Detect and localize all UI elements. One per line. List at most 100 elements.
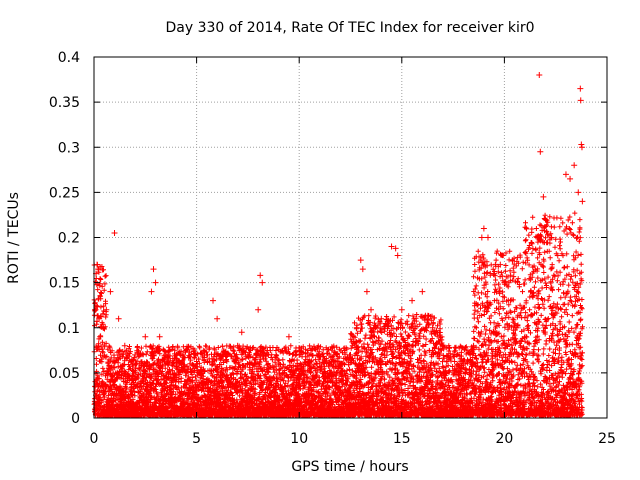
data-point	[484, 234, 491, 241]
data-point	[578, 141, 585, 148]
y-tick-label: 0.35	[49, 95, 80, 111]
data-point	[238, 329, 245, 336]
data-point	[156, 333, 163, 340]
data-point	[152, 279, 159, 286]
data-point	[353, 324, 360, 331]
data-point	[439, 342, 446, 349]
y-tick-label: 0	[71, 411, 80, 427]
x-axis-label: GPS time / hours	[291, 459, 408, 475]
data-point	[577, 97, 584, 104]
plot-frame	[93, 56, 608, 419]
data-point	[507, 297, 514, 304]
data-point	[450, 351, 457, 358]
x-tick-label: 10	[290, 431, 308, 447]
data-point	[255, 306, 262, 313]
chart-title: Day 330 of 2014, Rate Of TEC Index for r…	[165, 20, 534, 36]
data-point	[579, 198, 586, 205]
data-point	[497, 261, 504, 268]
x-tick-labels: 0 5 10 15 20 25	[90, 431, 616, 447]
data-point	[296, 351, 303, 358]
data-point	[501, 279, 508, 286]
y-tick-label: 0.1	[58, 321, 80, 337]
data-point	[480, 225, 487, 232]
data-point	[534, 234, 541, 241]
data-point	[528, 288, 535, 295]
y-tick-label: 0.25	[49, 185, 80, 201]
y-tick-label: 0.15	[49, 276, 80, 292]
data-point	[259, 279, 266, 286]
data-point	[478, 234, 485, 241]
data-point	[575, 189, 582, 196]
data-point	[275, 360, 282, 367]
data-point	[513, 324, 520, 331]
data-point	[132, 351, 139, 358]
y-tick-label: 0.3	[58, 140, 80, 156]
data-point	[359, 266, 366, 273]
y-axis-label: ROTI / TECUs	[6, 192, 22, 284]
data-point	[148, 288, 155, 295]
data-point	[409, 297, 416, 304]
data-point	[491, 270, 498, 277]
data-point	[107, 288, 114, 295]
data-point	[234, 342, 241, 349]
data-point	[94, 261, 101, 268]
y-tick-label: 0.4	[58, 50, 80, 66]
data-point	[162, 351, 169, 358]
data-point	[95, 266, 102, 273]
data-point	[173, 360, 180, 367]
x-tick-label: 15	[393, 431, 411, 447]
data-point	[96, 315, 103, 322]
data-point	[540, 193, 547, 200]
data-point	[398, 306, 405, 313]
data-point	[419, 288, 426, 295]
data-point	[100, 324, 107, 331]
data-point	[548, 234, 555, 241]
data-point	[357, 257, 364, 264]
data-point	[257, 272, 264, 279]
data-point	[210, 297, 217, 304]
data-point	[326, 369, 333, 376]
data-point	[470, 342, 477, 349]
data-point	[306, 360, 313, 367]
roti-sample-cloud	[91, 210, 585, 418]
y-tick-labels: 0 0.05 0.1 0.15 0.2 0.25 0.3 0.35 0.4	[49, 50, 80, 427]
data-point	[316, 360, 323, 367]
data-point	[571, 162, 578, 169]
x-tick-label: 5	[192, 431, 201, 447]
data-point	[567, 175, 574, 182]
data-point	[537, 148, 544, 155]
data-point	[394, 252, 401, 259]
data-point	[562, 171, 569, 178]
data-point	[285, 333, 292, 340]
x-tick-label: 0	[90, 431, 99, 447]
data-point	[103, 306, 110, 313]
data-point	[121, 342, 128, 349]
data-point	[224, 351, 231, 358]
x-tick-label: 20	[495, 431, 513, 447]
data-point	[193, 360, 200, 367]
data-point	[554, 252, 561, 259]
y-tick-label: 0.2	[58, 231, 80, 247]
data-point	[347, 351, 354, 358]
data-point	[92, 306, 99, 313]
data-point	[388, 243, 395, 250]
data-point	[378, 315, 385, 322]
data-point	[429, 324, 436, 331]
data-point	[577, 85, 584, 92]
data-point	[203, 351, 210, 358]
data-point	[142, 333, 149, 340]
data-point	[542, 216, 549, 223]
data-point	[214, 315, 221, 322]
data-point	[521, 333, 528, 340]
dense-data-cloud	[91, 210, 585, 418]
data-point	[150, 266, 157, 273]
y-tick-label: 0.05	[49, 366, 80, 382]
data-point	[368, 306, 375, 313]
data-point	[536, 72, 543, 79]
data-point	[392, 245, 399, 252]
data-point	[183, 369, 190, 376]
data-point	[337, 360, 344, 367]
data-point	[363, 288, 370, 295]
data-point	[460, 360, 467, 367]
